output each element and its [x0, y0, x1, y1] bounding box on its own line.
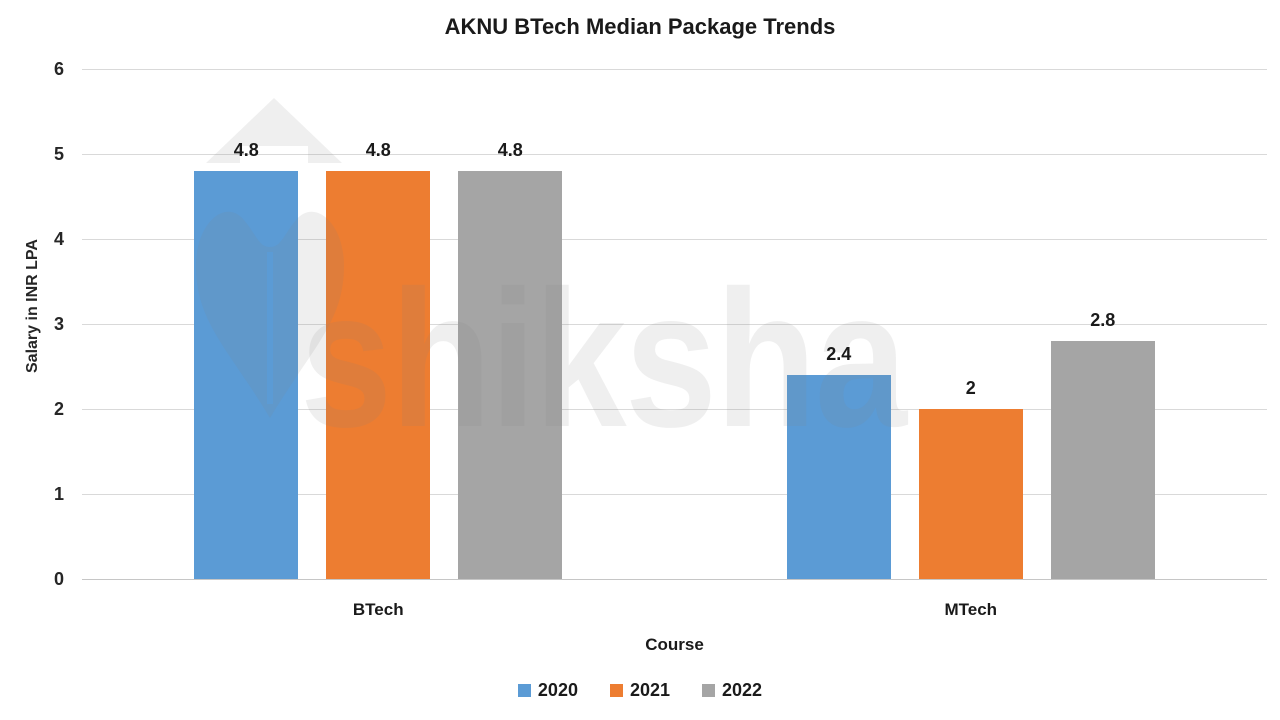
y-tick-label: 0 [53, 569, 64, 589]
gridline [82, 409, 1267, 410]
legend: 2020 2021 2022 [0, 680, 1280, 701]
y-tick-label: 1 [53, 484, 64, 504]
bar-MTech-2021 [918, 409, 1023, 579]
legend-label: 2020 [537, 680, 578, 700]
x-axis-title: Course [645, 635, 704, 654]
category-label-MTech: MTech [944, 600, 998, 619]
legend-item-2020: 2020 [517, 680, 578, 701]
bar-BTech-2020 [194, 171, 299, 579]
gridline [82, 494, 1267, 495]
bar-value-label: 2.4 [826, 344, 852, 364]
legend-item-2022: 2022 [702, 680, 762, 701]
bar-value-label: 4.8 [233, 140, 259, 160]
legend-swatch-icon [517, 684, 531, 697]
bar-BTech-2021 [326, 171, 431, 579]
bar-BTech-2022 [458, 171, 563, 579]
y-tick-label: 2 [53, 399, 64, 419]
legend-item-2021: 2021 [609, 680, 671, 701]
y-tick-label: 5 [53, 144, 64, 164]
gridline [82, 69, 1267, 70]
bar-MTech-2022 [1050, 341, 1155, 579]
y-axis-title: Salary in INR LPA [24, 239, 41, 373]
x-axis-line [82, 579, 1267, 580]
legend-label: 2022 [722, 680, 763, 700]
chart-title: AKNU BTech Median Package Trends [444, 14, 836, 39]
bar-MTech-2020 [786, 375, 891, 579]
bar-value-label: 4.8 [497, 140, 523, 160]
bar-value-label: 2.8 [1090, 310, 1116, 330]
legend-swatch-icon [702, 684, 716, 697]
gridline [82, 324, 1267, 325]
bar-value-label: 4.8 [365, 140, 391, 160]
y-tick-label: 3 [53, 314, 64, 334]
gridline [82, 154, 1267, 155]
legend-swatch-icon [609, 684, 623, 697]
bar-value-label: 2 [965, 378, 976, 398]
y-tick-label: 4 [53, 229, 64, 249]
legend-label: 2021 [629, 680, 671, 700]
category-label-BTech: BTech [352, 600, 404, 619]
gridline [82, 239, 1267, 240]
y-tick-label: 6 [53, 59, 64, 79]
plot-area: 4.8 4.8 4.8 2.4 2 2.8 [82, 69, 1267, 580]
